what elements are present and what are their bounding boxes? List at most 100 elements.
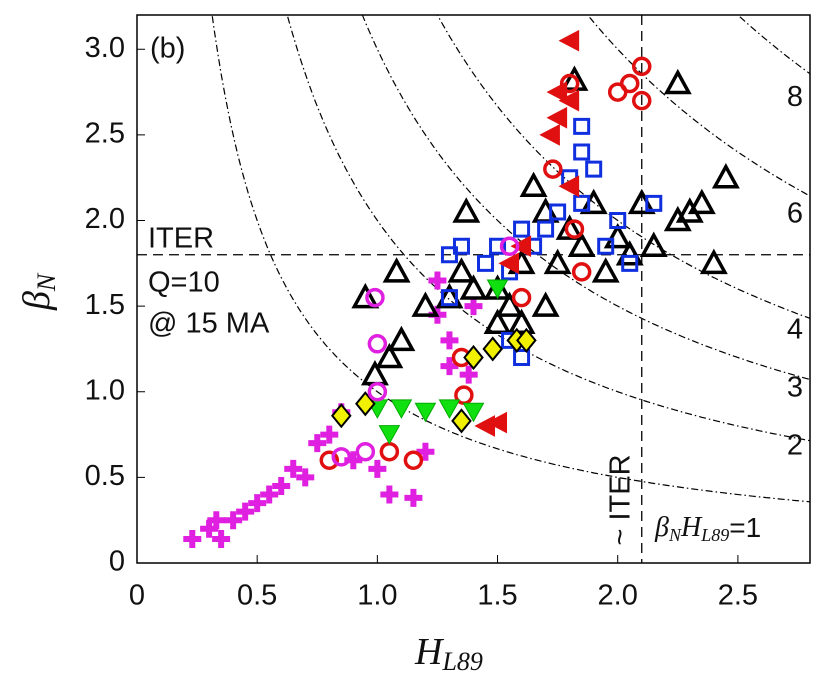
panel-label: (b): [150, 33, 185, 65]
point: [513, 220, 531, 238]
point: [368, 459, 387, 478]
point: [603, 222, 632, 249]
q-label: Q=10: [148, 267, 220, 299]
point: [207, 511, 226, 530]
point: [414, 402, 437, 423]
point: [573, 194, 591, 212]
point: [558, 29, 580, 52]
point: [495, 291, 524, 317]
point: [355, 391, 376, 417]
contour-line: [586, 15, 810, 197]
point: [513, 349, 531, 366]
point: [573, 143, 591, 161]
point: [567, 231, 596, 257]
point: [519, 171, 548, 197]
point: [452, 197, 481, 223]
point: [482, 336, 504, 362]
contour-label: 3: [787, 372, 803, 404]
x-axis-label: HL89: [414, 631, 483, 676]
point: [486, 279, 509, 300]
point: [411, 291, 440, 317]
point: [558, 89, 580, 112]
point: [375, 342, 404, 369]
point: [507, 308, 536, 334]
point: [183, 530, 202, 549]
point: [320, 425, 339, 444]
contour-line: [361, 15, 810, 381]
point: [474, 415, 496, 437]
point: [403, 450, 424, 470]
point: [663, 68, 692, 95]
y-tick-label: 1.0: [85, 374, 125, 406]
point: [367, 334, 388, 354]
point: [284, 459, 303, 478]
x-tick-label: 0: [129, 580, 145, 612]
point: [416, 442, 435, 461]
label-part: L89: [441, 647, 482, 676]
point: [639, 231, 668, 257]
label-part: H: [414, 631, 445, 673]
point: [308, 434, 327, 453]
point: [438, 399, 461, 419]
point: [351, 282, 380, 309]
point: [555, 214, 584, 240]
point: [454, 385, 474, 405]
point: [440, 331, 459, 350]
point: [404, 488, 423, 507]
point: [632, 56, 652, 77]
point: [451, 408, 472, 434]
point: [591, 257, 620, 283]
point: [459, 274, 488, 300]
label-part: =1: [729, 512, 761, 543]
point: [573, 117, 591, 135]
y-tick-label: 3.0: [85, 32, 125, 64]
x-tick-label: 1.0: [357, 580, 397, 612]
point: [440, 289, 458, 307]
point: [382, 257, 411, 283]
point: [549, 203, 567, 221]
contour-label: 2: [787, 430, 803, 462]
point: [711, 163, 740, 189]
point: [543, 248, 572, 275]
point: [331, 403, 352, 429]
y-tick-label: 2.0: [85, 203, 125, 235]
point: [390, 399, 413, 419]
label-part: H: [680, 512, 703, 543]
contour-label: 4: [787, 313, 803, 345]
y-tick-label: 2.5: [85, 118, 125, 150]
point: [539, 124, 560, 146]
point: [464, 297, 483, 316]
point: [452, 237, 470, 255]
label-part: N: [668, 525, 682, 545]
point: [236, 502, 255, 521]
ma-label: @ 15 MA: [148, 308, 270, 340]
point: [537, 220, 555, 238]
point: [459, 365, 478, 384]
x-tick-label: 2.5: [718, 580, 758, 612]
point: [296, 468, 315, 487]
point: [355, 442, 376, 462]
point: [440, 357, 459, 376]
point: [212, 530, 231, 549]
point: [546, 106, 568, 129]
point: [224, 511, 243, 530]
x-tick-label: 2.0: [598, 580, 638, 612]
y-tick-label: 1.5: [85, 289, 125, 321]
point: [516, 327, 537, 353]
point: [615, 240, 644, 266]
point: [499, 236, 520, 256]
point: [510, 235, 532, 258]
contour-line: [737, 15, 810, 75]
point: [585, 160, 603, 178]
point: [607, 82, 628, 102]
y-tick-label: 0: [109, 546, 125, 578]
contour-label: 8: [787, 81, 803, 113]
point: [486, 411, 508, 434]
point: [447, 257, 476, 283]
point: [260, 485, 279, 504]
point: [543, 159, 563, 179]
x-tick-label: 0.5: [237, 580, 277, 612]
plot-frame: [136, 14, 811, 564]
point: [463, 344, 484, 371]
point: [365, 287, 385, 308]
